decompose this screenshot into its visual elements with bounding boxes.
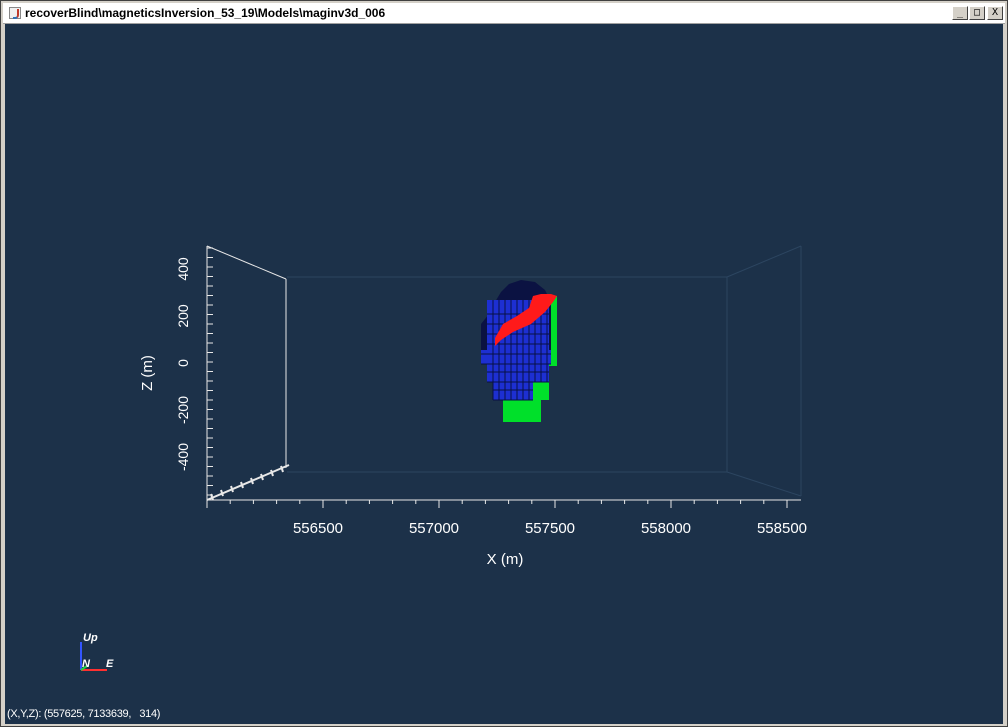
z-tick-label: -200 [175, 396, 191, 424]
z-tick-label: 0 [175, 359, 191, 367]
x-axis-ticks [206, 500, 788, 508]
window-title: recoverBlind\magneticsInversion_53_19\Mo… [25, 6, 386, 20]
coordinate-readout: (X,Y,Z): (557625, 7133639, 314) [7, 708, 161, 720]
z-axis-tick-labels: 400 200 0 -200 -400 [175, 257, 191, 471]
orientation-up-label: Up [83, 632, 98, 644]
scene-canvas[interactable]: 400 200 0 -200 -400 Z (m) 556500 557000 … [5, 24, 1003, 724]
axes-frame [206, 245, 801, 501]
z-tick-label: 200 [175, 304, 191, 328]
minimize-button[interactable]: _ [952, 6, 968, 20]
x-tick-label: 558500 [757, 520, 807, 537]
maximize-button[interactable]: □ [969, 6, 985, 20]
close-button[interactable]: X [987, 6, 1003, 20]
y-axis-ticks [206, 464, 290, 501]
orientation-east-label: E [106, 658, 114, 670]
z-axis-title: Z (m) [139, 355, 156, 391]
3d-viewport[interactable]: 400 200 0 -200 -400 Z (m) 556500 557000 … [5, 24, 1003, 724]
x-axis-title: X (m) [487, 551, 524, 568]
orientation-north-label: N [82, 658, 91, 670]
z-axis-ticks [207, 247, 213, 496]
title-bar[interactable]: recoverBlind\magneticsInversion_53_19\Mo… [3, 3, 1005, 24]
x-tick-label: 557500 [525, 520, 575, 537]
x-axis-tick-labels: 556500 557000 557500 558000 558500 [293, 520, 807, 537]
orientation-triad: Up N E [80, 632, 114, 671]
x-tick-label: 558000 [641, 520, 691, 537]
x-tick-label: 557000 [409, 520, 459, 537]
red-body [495, 294, 557, 346]
z-tick-label: 400 [175, 257, 191, 281]
bounding-box [287, 245, 802, 497]
z-tick-label: -400 [175, 443, 191, 471]
x-tick-label: 556500 [293, 520, 343, 537]
java-app-icon[interactable] [9, 7, 21, 19]
